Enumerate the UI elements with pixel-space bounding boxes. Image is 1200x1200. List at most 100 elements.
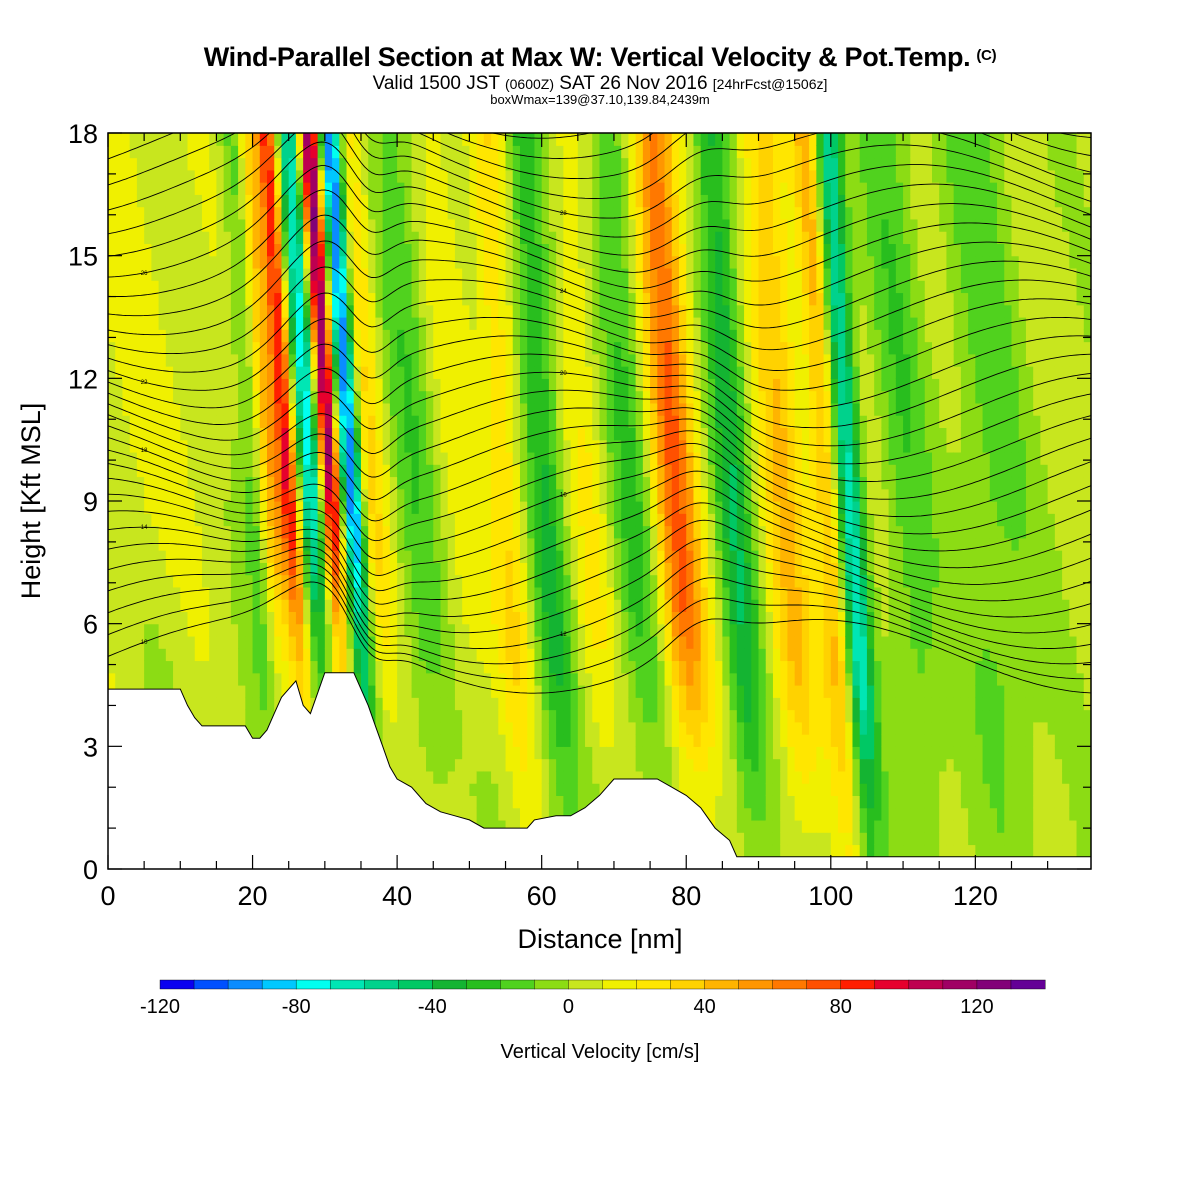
heatmap-cell [144,206,152,220]
heatmap-cell [491,169,499,183]
heatmap-cell [360,218,369,232]
heatmap-cell [173,157,181,171]
heatmap-cell [267,231,275,244]
heatmap-cell [679,304,687,318]
heatmap-cell [512,770,521,784]
heatmap-cell [657,402,666,416]
heatmap-cell [606,537,615,551]
heatmap-cell [368,231,377,244]
heatmap-cell [606,562,615,576]
heatmap-cell [397,758,405,772]
heatmap-cell [679,562,687,576]
heatmap-cell [462,648,470,662]
heatmap-cell [570,280,579,294]
heatmap-cell [317,513,326,527]
heatmap-cell [491,317,499,330]
heatmap-cell [115,648,124,662]
heatmap-cell [483,770,492,784]
heatmap-cell [433,255,442,269]
heatmap-cell [353,169,362,183]
heatmap-cell [491,635,499,649]
heatmap-cell [635,243,644,257]
heatmap-cell [700,182,709,195]
heatmap-cell [613,439,622,453]
heatmap-cell [332,660,340,674]
heatmap-cell [389,586,398,600]
heatmap-cell [295,329,304,343]
heatmap-cell [534,783,543,796]
heatmap-cell [426,133,434,146]
heatmap-cell [165,353,174,367]
heatmap-cell [512,415,521,428]
heatmap-cell [548,599,557,612]
heatmap-cell [418,317,427,330]
heatmap-cell [129,231,138,244]
heatmap-cell [115,672,124,686]
heatmap-cell [577,525,586,539]
heatmap-cell [700,402,709,416]
heatmap-cell [505,169,514,183]
heatmap-cell [563,623,572,637]
heatmap-cell [129,280,138,294]
heatmap-cell [165,660,174,674]
heatmap-cell [389,157,398,171]
heatmap-cell [324,427,333,441]
heatmap-cell [165,574,174,588]
heatmap-cell [642,169,651,183]
heatmap-cell [216,255,225,269]
heatmap-cell [527,660,536,674]
heatmap-cell [657,353,666,367]
heatmap-cell [151,648,160,662]
heatmap-cell [375,697,384,711]
heatmap-cell [136,672,145,686]
heatmap-cell [519,366,528,379]
heatmap-cell [433,206,442,220]
heatmap-cell [454,685,463,698]
heatmap-cell [288,574,297,588]
heatmap-cell [541,439,550,453]
heatmap-cell [621,255,630,269]
heatmap-cell [158,366,167,379]
heatmap-cell [324,476,333,490]
heatmap-cell [469,501,478,514]
heatmap-cell [621,292,630,306]
heatmap-cell [707,770,716,784]
heatmap-cell [563,390,572,404]
heatmap-cell [418,329,427,343]
heatmap-cell [621,721,630,735]
heatmap-cell [534,795,543,809]
heatmap-cell [642,157,651,171]
heatmap-cell [259,611,268,625]
heatmap-cell [411,660,420,674]
heatmap-cell [209,243,218,257]
heatmap-cell [303,317,311,330]
heatmap-cell [700,562,709,576]
heatmap-cell [700,635,709,649]
heatmap-cell [418,721,427,735]
heatmap-cell [454,758,463,772]
heatmap-cell [512,390,521,404]
heatmap-cell [303,402,311,416]
heatmap-cell [512,550,521,563]
heatmap-cell [353,476,362,490]
heatmap-cell [360,623,369,637]
heatmap-cell [223,231,232,244]
heatmap-cell [534,672,543,686]
heatmap-cell [556,280,564,294]
heatmap-cell [201,243,210,257]
heatmap-cell [671,721,680,735]
heatmap-cell [426,194,434,208]
heatmap-cell [382,599,391,612]
heatmap-cell [151,243,160,257]
heatmap-cell [642,243,651,257]
heatmap-cell [447,660,456,674]
heatmap-cell [375,255,384,269]
heatmap-cell [483,439,492,453]
heatmap-cell [165,439,174,453]
heatmap-cell [505,206,514,220]
heatmap-cell [498,525,507,539]
heatmap-cell [592,550,601,563]
heatmap-cell [548,182,557,195]
heatmap-cell [505,464,514,478]
